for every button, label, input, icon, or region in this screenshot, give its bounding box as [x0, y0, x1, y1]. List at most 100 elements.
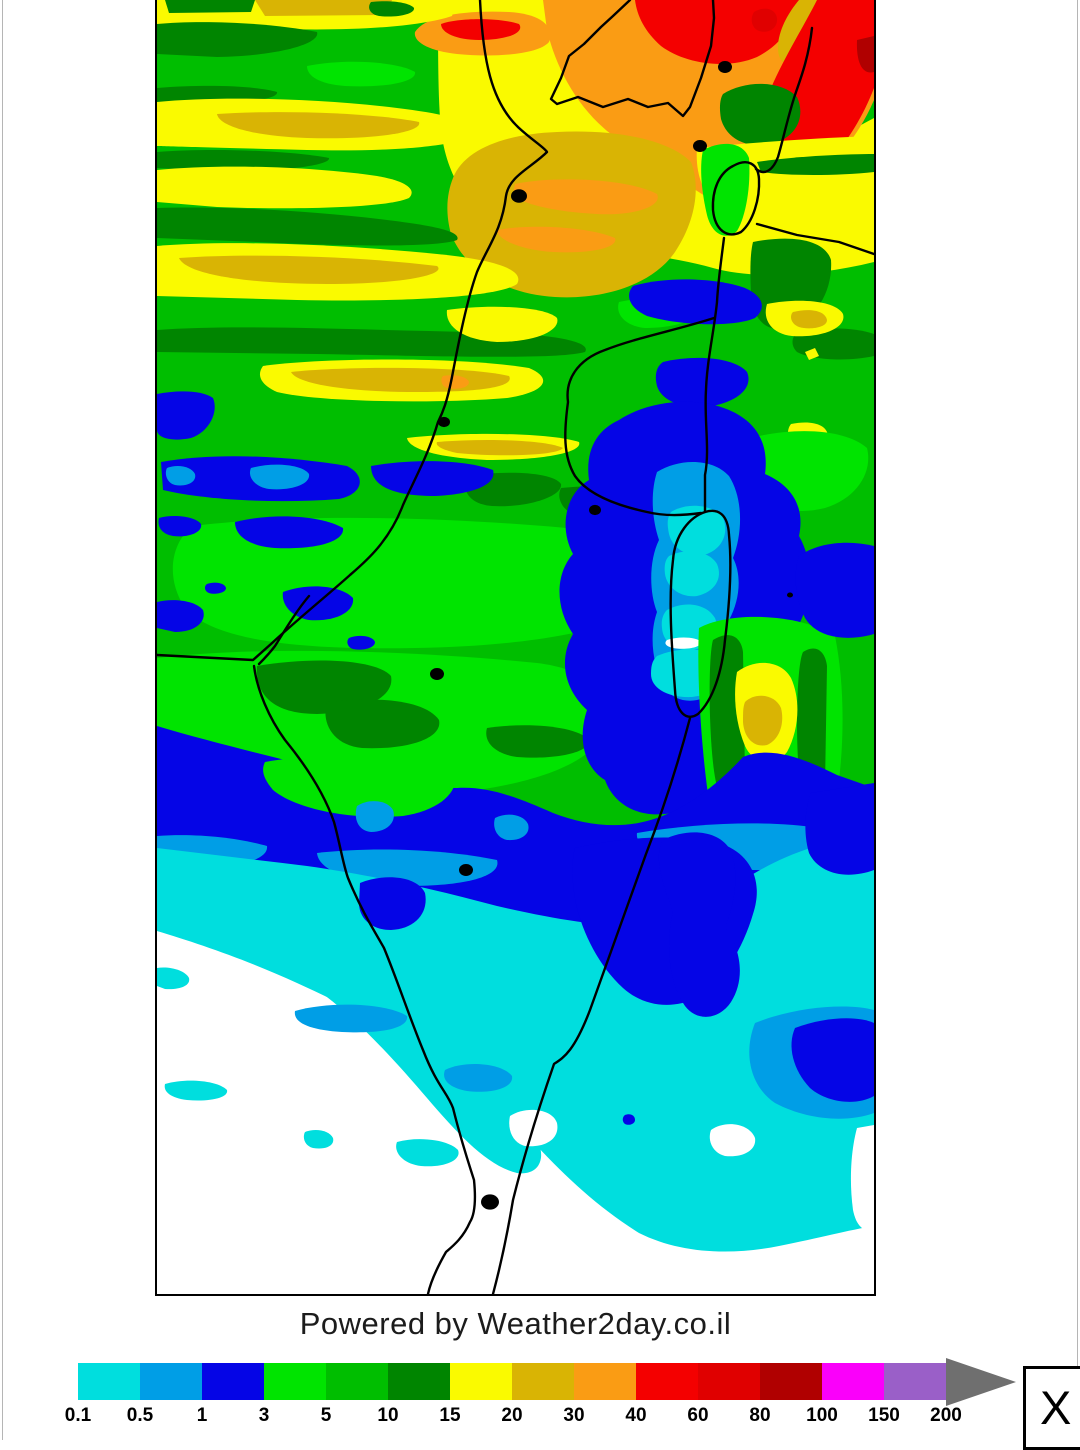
city-dot [511, 189, 527, 203]
map-region [297, 948, 542, 1174]
map-region [359, 877, 426, 930]
legend-swatch [698, 1363, 760, 1400]
map-region [856, 36, 874, 73]
legend-label: 80 [749, 1405, 771, 1426]
legend-swatch [202, 1363, 264, 1400]
legend-swatch [140, 1363, 202, 1400]
map-region [441, 19, 521, 40]
legend-arrow-icon [946, 1357, 1016, 1412]
map-border-line [549, 0, 716, 118]
map-region [629, 279, 762, 325]
map-region [347, 635, 375, 650]
map-region [157, 391, 215, 440]
city-dot [430, 668, 444, 680]
city-dot [459, 864, 473, 876]
map-region [165, 0, 255, 13]
close-button-label: X [1040, 1381, 1072, 1434]
legend-swatch [760, 1363, 822, 1400]
legend-label: 0.5 [126, 1405, 154, 1426]
map-region [157, 166, 412, 209]
map-region [369, 1, 415, 17]
map-region [709, 1124, 756, 1157]
legend-label: 3 [258, 1405, 270, 1426]
map-region [436, 440, 563, 456]
map-border-line [755, 222, 874, 256]
map-region [371, 461, 494, 496]
legend-label: 100 [806, 1405, 838, 1426]
map-region [805, 783, 874, 875]
legend-swatch [822, 1363, 884, 1400]
map-region [667, 505, 726, 556]
precipitation-legend: 0.1 0.5 1 3 5 10 15 20 30 40 60 80 100 150 200 [65, 1357, 1018, 1437]
page-left-border [2, 0, 3, 1440]
legend-swatch [574, 1363, 636, 1400]
map-region [497, 226, 616, 253]
map-region [791, 1018, 874, 1102]
map-region [396, 1139, 459, 1167]
city-dot [718, 61, 732, 73]
legend-label: 150 [868, 1405, 900, 1426]
map-region [179, 255, 439, 284]
legend-label: 10 [377, 1405, 399, 1426]
legend-swatch [264, 1363, 326, 1400]
map-region [157, 967, 190, 990]
map-border-line [157, 0, 549, 662]
city-dot [438, 416, 450, 428]
legend-label: 20 [501, 1405, 523, 1426]
map-region [664, 551, 719, 597]
map-region [805, 348, 819, 360]
map-region [513, 179, 658, 215]
city-dot [481, 1194, 499, 1210]
legend-swatch [450, 1363, 512, 1400]
map-region [165, 466, 196, 486]
map-region [486, 725, 590, 758]
map-region [622, 1114, 635, 1125]
legend-swatch [512, 1363, 574, 1400]
map-border-line [711, 161, 761, 236]
map-region [325, 699, 440, 749]
map-region [255, 0, 392, 16]
legend-label: 60 [687, 1405, 709, 1426]
map-border-line [754, 26, 814, 174]
legend-label: 1 [196, 1405, 208, 1426]
legend-label: 200 [930, 1405, 962, 1426]
map-region [303, 1130, 334, 1149]
map-region [235, 516, 344, 549]
map-region [444, 1064, 513, 1092]
legend-label: 40 [625, 1405, 647, 1426]
close-button[interactable]: X [1023, 1366, 1080, 1450]
map-border-line [669, 509, 732, 718]
city-dot [787, 592, 793, 598]
map-region [157, 600, 204, 632]
legend-swatch [884, 1363, 946, 1400]
map-region [294, 1004, 408, 1033]
map-region [263, 756, 456, 817]
map-border-line [257, 594, 311, 666]
map-region [743, 695, 783, 746]
city-dot [589, 504, 601, 516]
map-border-line [252, 664, 477, 1294]
legend-swatch [636, 1363, 698, 1400]
map-border-line [491, 716, 692, 1294]
map-region [307, 61, 416, 87]
powered-by-text: Powered by Weather2day.co.il [299, 1306, 732, 1341]
map-region [447, 131, 696, 298]
map-border-line [703, 236, 726, 514]
map-region [157, 22, 318, 57]
map-region [757, 154, 874, 175]
map-region [158, 516, 202, 537]
legend-label: 15 [439, 1405, 461, 1426]
map-region [157, 207, 458, 246]
legend-color-bar [78, 1363, 946, 1400]
map-region [157, 150, 330, 172]
legend-label: 5 [320, 1405, 332, 1426]
legend-swatch [78, 1363, 140, 1400]
map-region [658, 832, 740, 1017]
map-region [777, 0, 817, 64]
legend-swatch [388, 1363, 450, 1400]
precipitation-map [155, 0, 876, 1296]
city-dot [693, 140, 707, 152]
map-region [204, 582, 226, 594]
legend-label: 30 [563, 1405, 585, 1426]
map-region [446, 306, 558, 342]
